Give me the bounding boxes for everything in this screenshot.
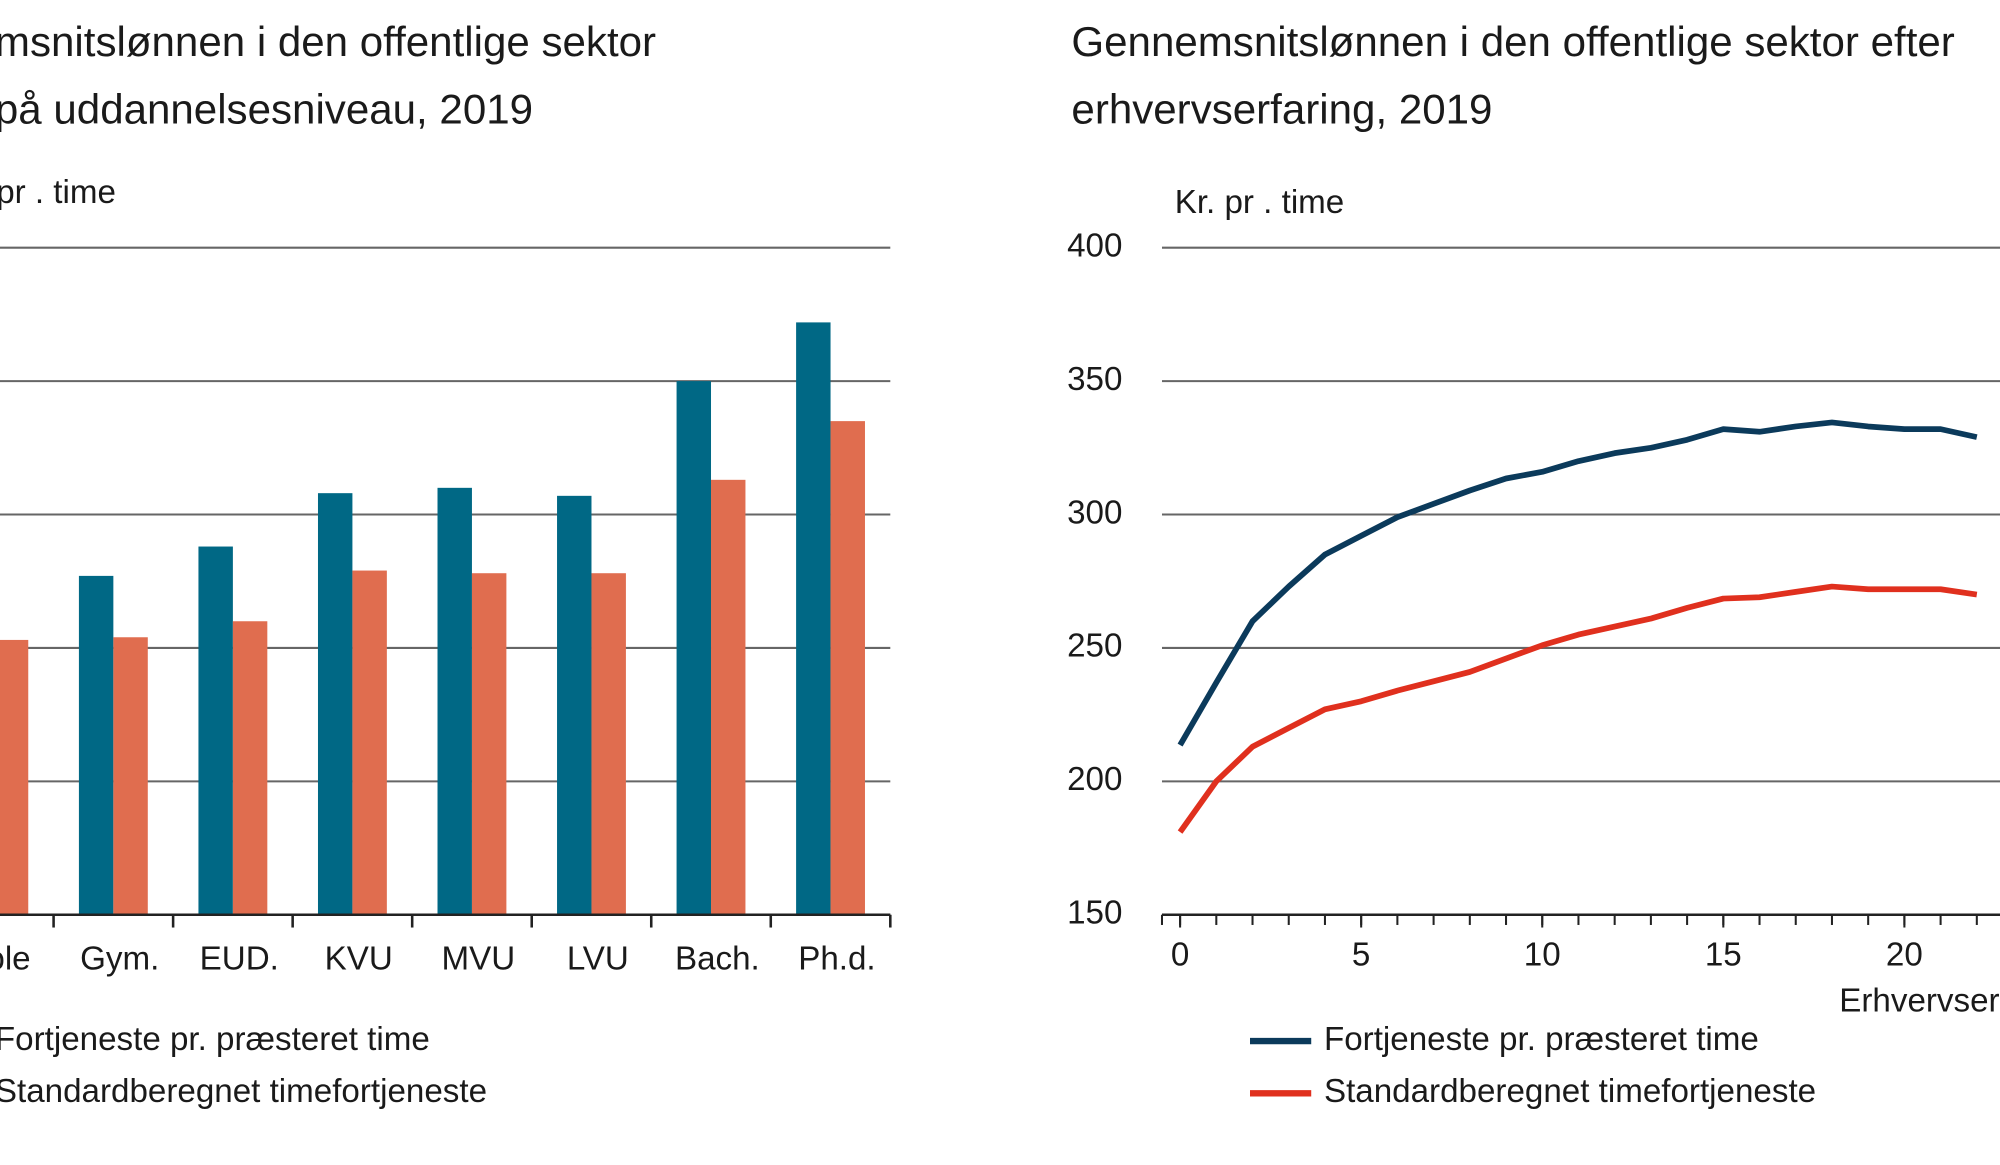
x-tick-label: 0 [1171,937,1189,974]
chart-title: på uddannelsesniveau, 2019 [0,86,533,133]
bar [0,639,29,915]
x-tick-label: kole [0,940,31,977]
x-tick-label: MVU [441,940,515,977]
bar [711,479,746,915]
bar [437,487,472,915]
x-tick-label: Ph.d. [798,940,875,977]
legend-label: Standardberegnet timefortjeneste [0,1073,487,1110]
chart-title: Gennemsnitslønnen i den offentlige sekto… [1071,18,1954,65]
bar [591,573,626,915]
y-tick-label: 400 [1067,227,1122,264]
x-tick-label: 15 [1705,937,1742,974]
legend-label: Fortjeneste pr. præsteret time [0,1021,430,1058]
bar [471,573,507,915]
bar [796,322,831,915]
bar [676,381,712,915]
y-axis-label: Kr. pr . time [1175,184,1345,221]
y-tick-label: 200 [1067,761,1122,798]
line [1177,583,1978,834]
x-tick-label: LVU [567,940,629,977]
bar [352,570,387,915]
x-tick-label: KVU [325,940,393,977]
x-axis-label: Erhvervserf [1839,983,2000,1020]
bar [232,621,268,915]
x-tick-label: 20 [1886,937,1923,974]
chart-title: erhvervserfaring, 2019 [1071,86,1492,133]
y-tick-label: 150 [1067,895,1122,932]
x-tick-label: Bach. [675,940,760,977]
bar [78,575,114,915]
legend-label: Standardberegnet timefortjeneste [1324,1073,1816,1110]
y-axis-label: pr . time [0,174,116,211]
bar [557,495,592,915]
bar [317,493,353,915]
x-tick-label: 5 [1352,937,1370,974]
chart-title: msnitslønnen i den offentlige sektor [0,18,656,65]
line [1177,419,1978,747]
y-tick-label: 350 [1067,361,1122,398]
x-tick-label: Gym. [80,940,159,977]
x-tick-label: EUD. [200,940,279,977]
x-tick-label: 10 [1524,937,1561,974]
bar [830,421,865,915]
legend-label: Fortjeneste pr. præsteret time [1324,1021,1759,1058]
bar [198,546,233,915]
bar [113,637,148,915]
y-tick-label: 300 [1067,494,1122,531]
y-tick-label: 250 [1067,628,1122,665]
